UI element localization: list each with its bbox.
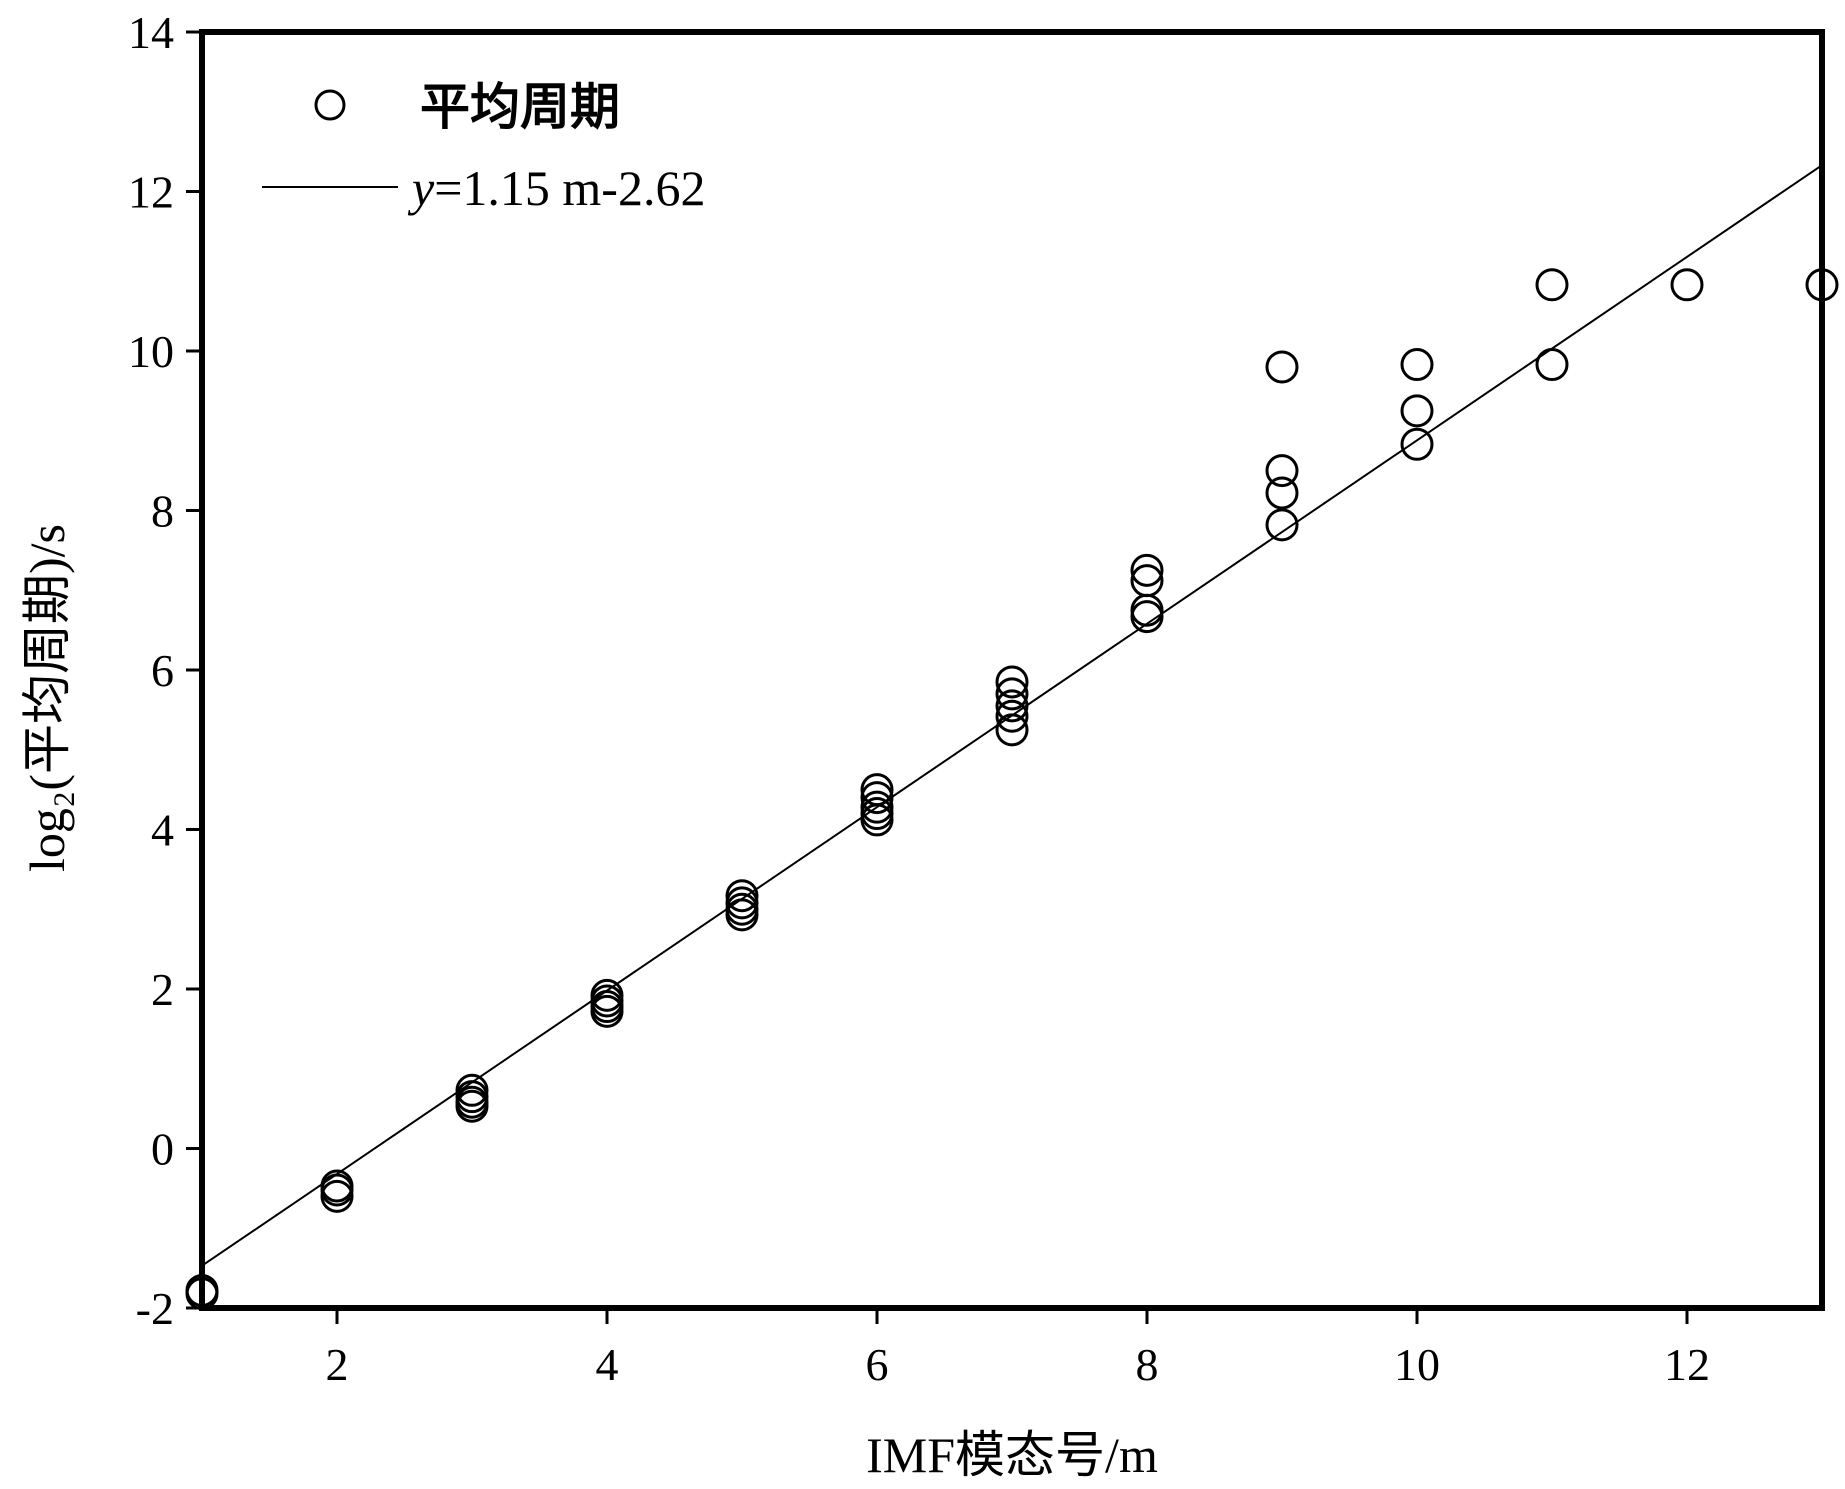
data-point <box>455 1089 489 1123</box>
data-point <box>995 713 1029 747</box>
y-tick-label: 0 <box>151 1124 174 1175</box>
x-axis-title: IMF模态号/m <box>866 1427 1158 1483</box>
x-tick-label: 2 <box>326 1339 349 1390</box>
data-point <box>1400 348 1434 382</box>
data-point <box>1130 600 1164 634</box>
data-point <box>1535 268 1569 302</box>
legend-fit-expression: =1.15 m-2.62 <box>434 160 705 216</box>
y-tick-label: 8 <box>151 486 174 537</box>
x-tick-label: 12 <box>1664 1339 1710 1390</box>
data-point <box>995 699 1029 733</box>
x-tick-label: 8 <box>1136 1339 1159 1390</box>
legend: 平均周期 y=1.15 m-2.62 <box>262 79 705 216</box>
data-point <box>1400 394 1434 428</box>
y-tick-label: 10 <box>128 326 174 377</box>
x-tick-label: 4 <box>596 1339 619 1390</box>
data-point <box>1400 427 1434 461</box>
data-point <box>1265 508 1299 542</box>
points-layer <box>185 268 1839 1311</box>
data-point <box>995 677 1029 711</box>
y-tick-label: 12 <box>128 167 174 218</box>
data-point <box>860 773 894 807</box>
data-point <box>1265 454 1299 488</box>
x-tick-label: 6 <box>866 1339 889 1390</box>
legend-fit-y-variable: y <box>407 160 435 216</box>
plot-area-frame <box>199 29 1825 1311</box>
data-point <box>860 781 894 815</box>
data-point <box>320 1179 354 1213</box>
data-point <box>590 994 624 1028</box>
x-tick-label: 10 <box>1394 1339 1440 1390</box>
data-point <box>1535 348 1569 382</box>
y-tick-label: 4 <box>151 805 174 856</box>
y-tick-label: 2 <box>151 964 174 1015</box>
data-point <box>725 879 759 913</box>
y-tick-label: 14 <box>128 7 174 58</box>
data-point <box>1130 593 1164 627</box>
data-point <box>725 898 759 932</box>
data-point <box>1130 553 1164 587</box>
y-tick-label: -2 <box>136 1283 174 1334</box>
legend-label-mean-period: 平均周期 <box>420 79 620 135</box>
data-point <box>860 803 894 837</box>
y-tick-label: 6 <box>151 645 174 696</box>
data-point <box>1265 350 1299 384</box>
data-point <box>1265 476 1299 510</box>
ticks-layer: 2 4 6 8 10 12 -2 0 2 4 6 8 10 12 14 <box>128 7 1710 1390</box>
legend-label-fit-equation: y=1.15 m-2.62 <box>407 160 705 216</box>
data-point <box>995 689 1029 723</box>
data-point <box>995 665 1029 699</box>
y-axis-title: log₂(平均周期)/s <box>19 524 75 872</box>
legend-marker-circle <box>314 89 346 121</box>
data-point <box>1670 268 1704 302</box>
